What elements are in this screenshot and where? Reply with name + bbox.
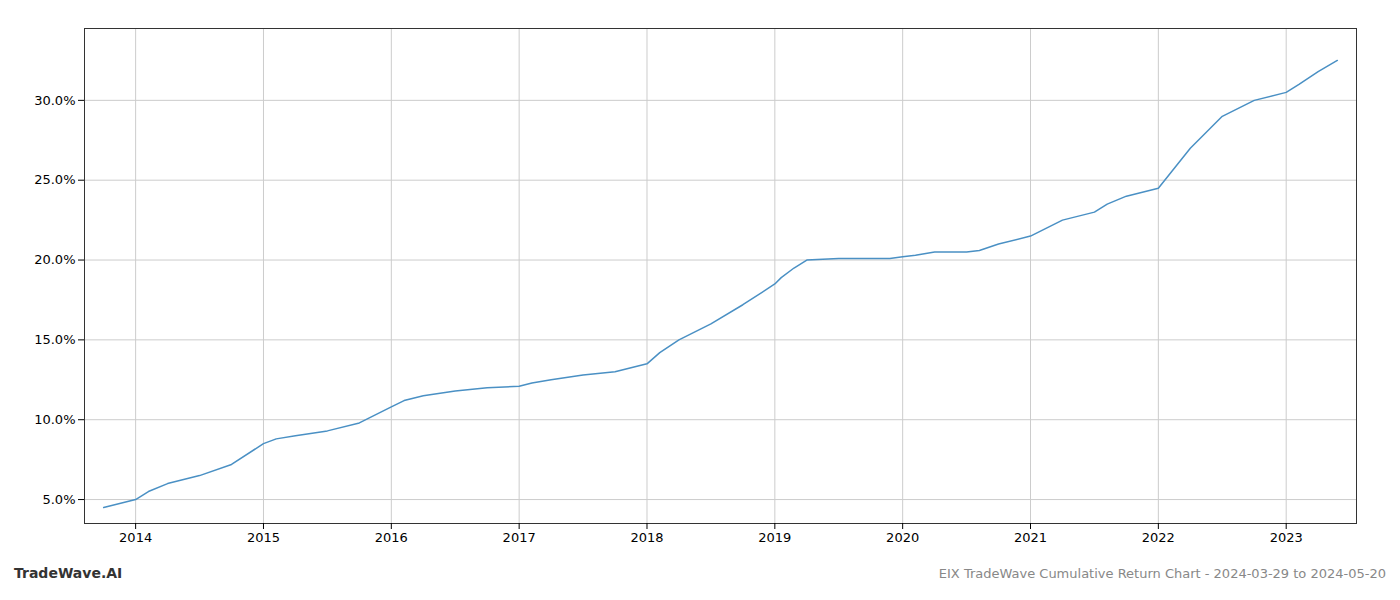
svg-text:15.0%: 15.0% [34, 332, 75, 347]
svg-text:2016: 2016 [375, 530, 408, 545]
svg-text:2017: 2017 [503, 530, 536, 545]
svg-text:20.0%: 20.0% [34, 252, 75, 267]
svg-text:2022: 2022 [1142, 530, 1175, 545]
svg-text:10.0%: 10.0% [34, 412, 75, 427]
svg-text:2019: 2019 [758, 530, 791, 545]
html-text:EIX TradeWave Cumulative Retur: EIX TradeWave Cumulative Return Chart - … [938, 566, 1386, 581]
svg-text:2018: 2018 [630, 530, 663, 545]
svg-text:25.0%: 25.0% [34, 172, 75, 187]
svg-text:30.0%: 30.0% [34, 93, 75, 108]
svg-text:2021: 2021 [1014, 530, 1047, 545]
svg-text:2015: 2015 [247, 530, 280, 545]
svg-text:2020: 2020 [886, 530, 919, 545]
svg-text:2023: 2023 [1270, 530, 1303, 545]
svg-text:5.0%: 5.0% [42, 492, 75, 507]
svg-text:2014: 2014 [119, 530, 152, 545]
html-text:TradeWave.AI: TradeWave.AI [14, 565, 123, 581]
